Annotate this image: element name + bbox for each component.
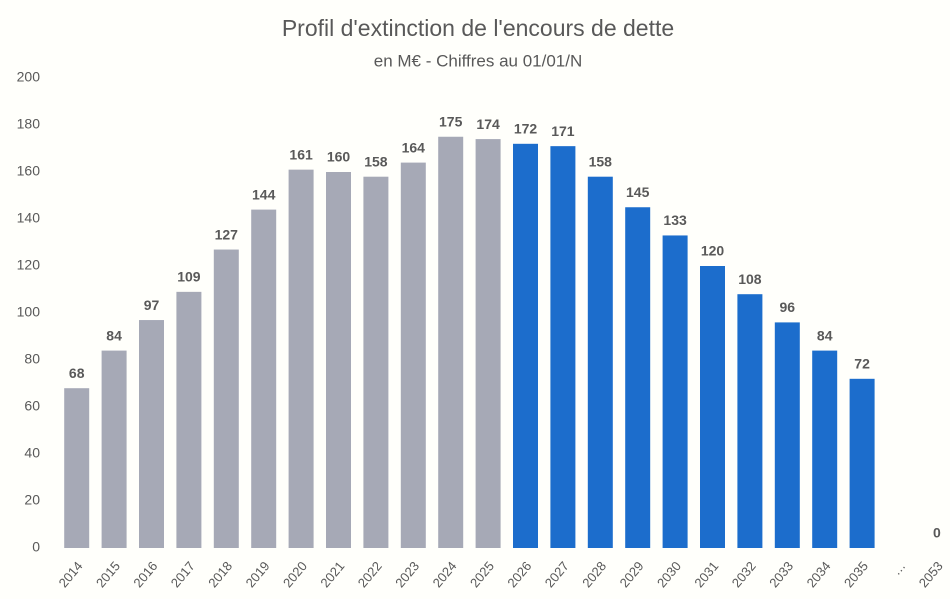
y-tick-label: 200	[17, 69, 41, 85]
data-label: 96	[780, 299, 796, 315]
x-tick-label: 2015	[93, 558, 123, 590]
data-label: 160	[327, 149, 351, 165]
y-tick-label: 20	[24, 492, 40, 508]
y-tick-label: 80	[24, 351, 40, 367]
y-tick-label: 180	[17, 116, 41, 132]
bar	[587, 176, 613, 548]
chart-subtitle: en M€ - Chiffres au 01/01/N	[374, 51, 583, 70]
bar	[176, 291, 202, 548]
bar	[139, 320, 164, 548]
bar	[774, 322, 800, 548]
bar	[64, 388, 90, 548]
data-label: 174	[476, 116, 500, 132]
data-label: 72	[854, 356, 870, 372]
bar	[625, 207, 651, 548]
data-label: 68	[69, 365, 85, 381]
x-tick-label: …	[889, 558, 909, 578]
data-label: 108	[738, 271, 762, 287]
bar	[737, 294, 763, 548]
x-tick-label: 2014	[56, 558, 86, 590]
bar	[101, 350, 127, 548]
y-tick-label: 160	[17, 163, 41, 179]
data-label: 0	[933, 525, 941, 541]
data-label: 161	[289, 146, 313, 162]
bar	[812, 350, 838, 548]
bar	[213, 249, 239, 549]
x-tick-label: 2021	[317, 558, 347, 590]
x-tick-label: 2034	[804, 558, 834, 590]
bar	[849, 378, 875, 548]
x-tick-label: 2033	[766, 558, 796, 590]
y-tick-label: 60	[24, 398, 40, 414]
bar	[288, 169, 314, 548]
data-label: 120	[701, 243, 725, 259]
data-label: 175	[439, 113, 463, 129]
bar	[700, 266, 725, 548]
y-tick-label: 140	[17, 210, 41, 226]
x-tick-label: 2023	[392, 558, 422, 590]
x-tick-label: 2032	[729, 558, 759, 590]
x-tick-label: 2035	[841, 558, 871, 590]
data-label: 109	[177, 269, 201, 285]
chart-title: Profil d'extinction de l'encours de dett…	[282, 15, 674, 41]
bar	[326, 172, 351, 548]
data-label: 127	[215, 226, 239, 242]
data-label: 84	[106, 327, 122, 343]
bar	[363, 176, 389, 548]
x-tick-label: 2026	[504, 558, 534, 590]
data-label: 144	[252, 186, 276, 202]
x-tick-label: 2016	[130, 558, 160, 590]
x-tick-label: 2028	[579, 558, 609, 590]
bar	[251, 209, 277, 548]
x-tick-label: 2019	[243, 558, 273, 590]
data-label: 97	[144, 297, 160, 313]
data-label: 158	[364, 153, 388, 169]
bar	[513, 143, 538, 549]
bar	[550, 146, 576, 548]
x-tick-label: 2017	[168, 558, 198, 590]
data-label: 133	[663, 212, 687, 228]
x-tick-label: 2029	[617, 558, 647, 590]
data-label: 164	[402, 139, 426, 155]
bar	[662, 235, 688, 548]
data-label: 145	[626, 184, 650, 200]
x-tick-label: 2053	[916, 558, 946, 590]
x-tick-label: 2022	[355, 558, 385, 590]
x-tick-label: 2020	[280, 558, 310, 590]
x-tick-label: 2027	[542, 558, 572, 590]
bar	[475, 139, 501, 548]
x-tick-label: 2024	[430, 558, 460, 590]
x-tick-label: 2030	[654, 558, 684, 590]
data-label: 84	[817, 327, 833, 343]
y-tick-label: 120	[17, 257, 41, 273]
data-label: 158	[589, 153, 613, 169]
y-tick-label: 0	[32, 539, 40, 555]
data-label: 172	[514, 121, 538, 137]
x-tick-label: 2018	[205, 558, 235, 590]
y-tick-label: 100	[17, 304, 41, 320]
bar	[438, 136, 464, 548]
bar	[400, 162, 426, 548]
data-label: 171	[551, 123, 575, 139]
x-tick-label: 2031	[691, 558, 721, 590]
x-tick-label: 2025	[467, 558, 497, 590]
y-tick-label: 40	[24, 445, 40, 461]
